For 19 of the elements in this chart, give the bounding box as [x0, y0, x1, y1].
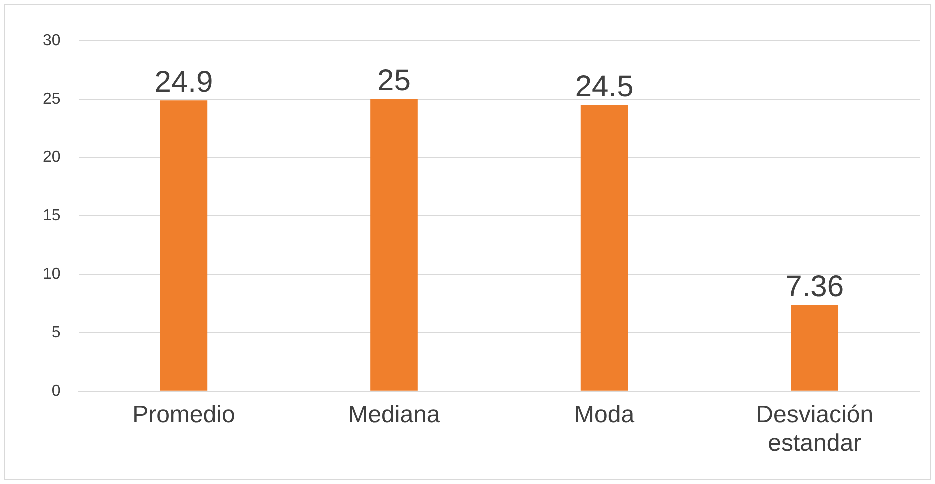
data-label: 7.36: [786, 270, 844, 304]
x-tick-label: Promedio: [132, 401, 236, 428]
data-label: 25: [378, 64, 411, 98]
y-tick-label: 5: [52, 324, 61, 342]
y-tick-label: 20: [43, 149, 61, 166]
y-tick-label: 25: [43, 90, 61, 108]
y-tick-label: 0: [52, 382, 61, 400]
bar: [160, 100, 208, 391]
bar: [580, 105, 628, 391]
x-tick-label: Mediana: [348, 401, 441, 428]
x-tick-label: Moda: [574, 401, 636, 428]
bar: [791, 305, 839, 391]
y-tick-label: 10: [43, 266, 61, 284]
data-label: 24.9: [154, 66, 214, 99]
y-tick-label: 30: [43, 32, 61, 50]
x-tick-label: Desviación estandar: [756, 401, 874, 458]
data-label: 24.5: [575, 70, 634, 104]
y-tick-label: 15: [43, 208, 61, 225]
bar: [370, 99, 418, 391]
